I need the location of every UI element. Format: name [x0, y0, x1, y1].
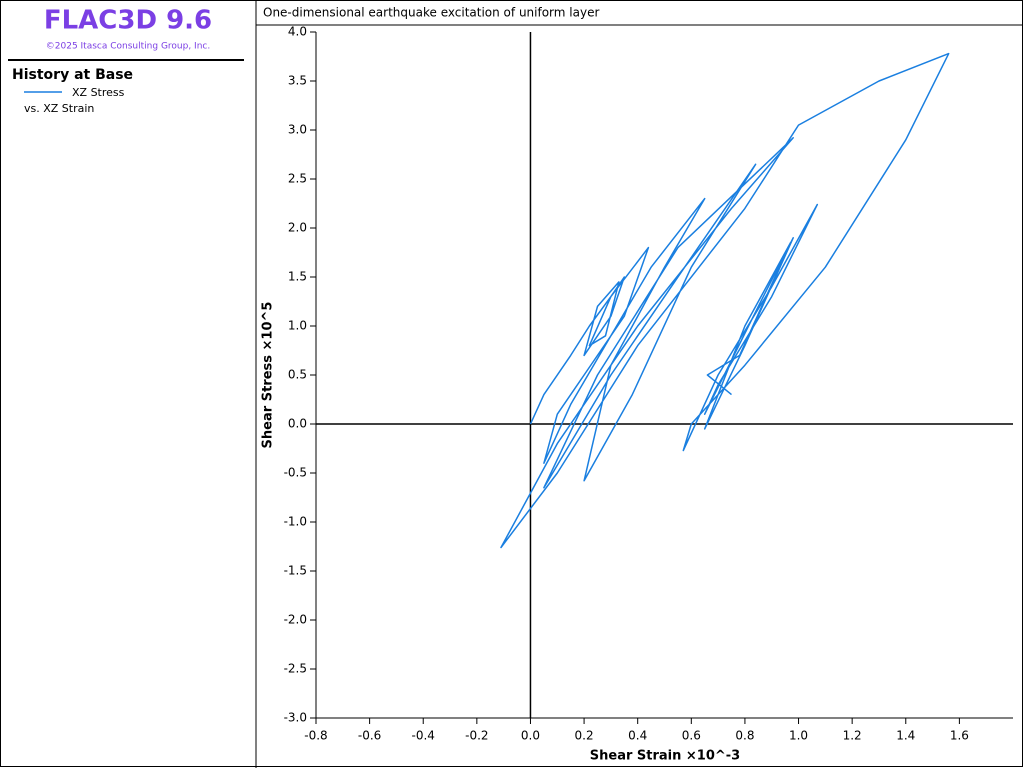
x-tick-label: 0.4 — [628, 729, 647, 743]
app-title: FLAC3D 9.6 — [44, 6, 212, 36]
y-tick-label: -3.0 — [284, 711, 307, 725]
x-tick-label: 1.6 — [950, 729, 969, 743]
series-line — [500, 52, 950, 549]
y-tick-label: -1.0 — [284, 515, 307, 529]
x-tick-label: 1.0 — [789, 729, 808, 743]
x-tick-label: -0.4 — [412, 729, 435, 743]
y-tick-label: 1.5 — [288, 270, 307, 284]
y-tick-label: 2.5 — [288, 172, 307, 186]
x-tick-label: 0.2 — [575, 729, 594, 743]
chart-title: One-dimensional earthquake excitation of… — [263, 6, 599, 20]
y-tick-label: 3.0 — [288, 123, 307, 137]
x-tick-label: 1.4 — [896, 729, 915, 743]
y-tick-label: -0.5 — [284, 466, 307, 480]
y-tick-label: -1.5 — [284, 564, 307, 578]
y-tick-label: -2.0 — [284, 613, 307, 627]
x-tick-label: 0.8 — [735, 729, 754, 743]
x-tick-label: 1.2 — [843, 729, 862, 743]
x-tick-label: 0.0 — [521, 729, 540, 743]
legend-label: XZ Stress — [72, 86, 125, 99]
y-tick-label: 3.5 — [288, 74, 307, 88]
y-tick-label: 0.0 — [288, 417, 307, 431]
y-tick-label: 2.0 — [288, 221, 307, 235]
x-tick-label: -0.6 — [358, 729, 381, 743]
legend-title: History at Base — [12, 67, 133, 83]
y-tick-label: 0.5 — [288, 368, 307, 382]
x-axis-label: Shear Strain ×10^-3 — [590, 749, 740, 764]
y-tick-label: 1.0 — [288, 319, 307, 333]
y-tick-label: -2.5 — [284, 662, 307, 676]
y-axis-label: Shear Stress ×10^5 — [261, 302, 276, 449]
x-tick-label: -0.2 — [465, 729, 488, 743]
y-tick-label: 4.0 — [288, 25, 307, 39]
x-tick-label: -0.8 — [304, 729, 327, 743]
x-tick-label: 0.6 — [682, 729, 701, 743]
copyright: ©2025 Itasca Consulting Group, Inc. — [46, 42, 210, 52]
legend-note: vs. XZ Strain — [24, 102, 94, 115]
